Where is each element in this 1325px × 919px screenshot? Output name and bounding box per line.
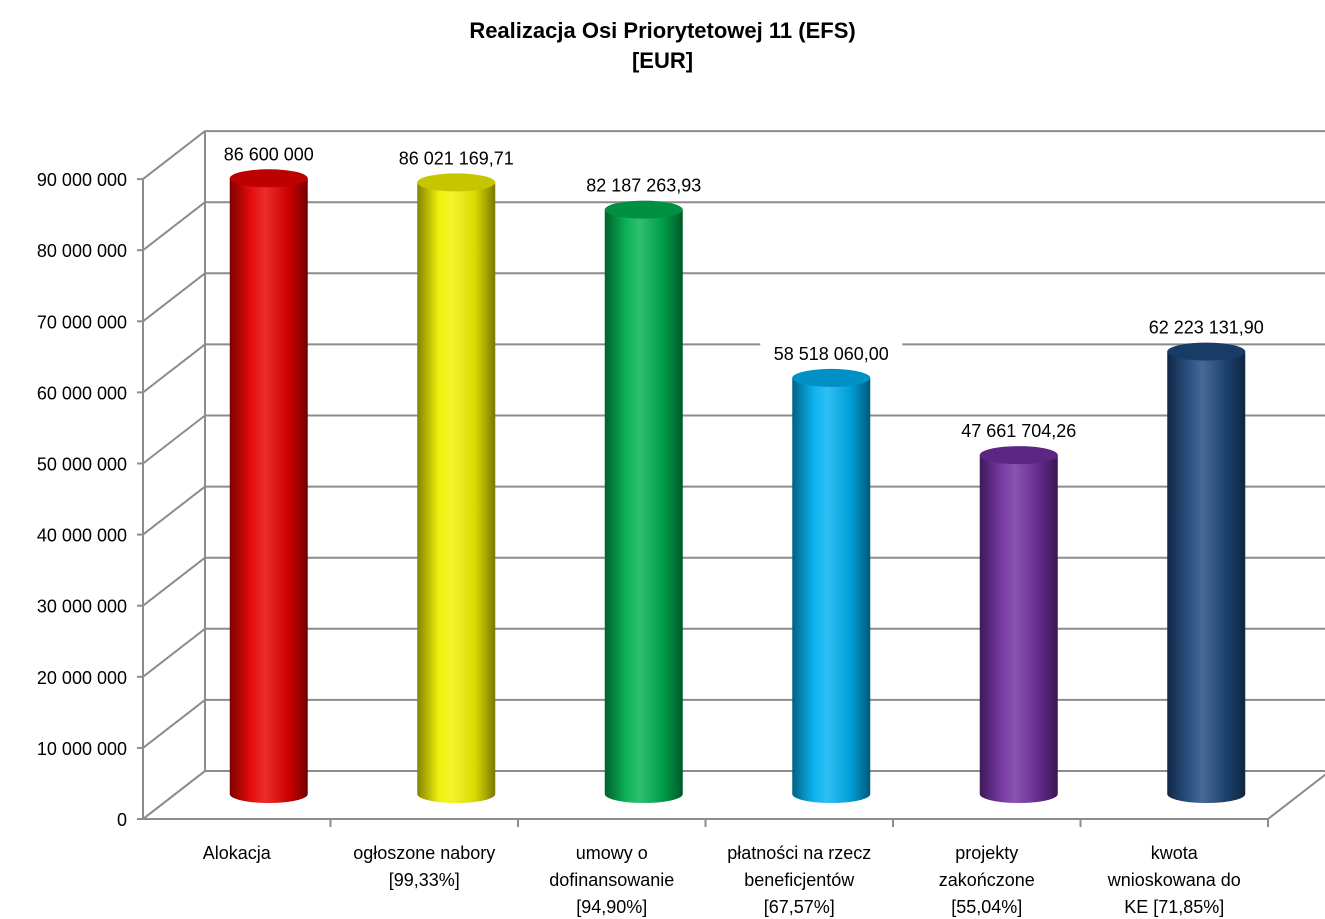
y-tick-label: 30 000 000 [37, 597, 127, 617]
x-tick-label: ogłoszone nabory [353, 843, 495, 863]
y-tick-label: 40 000 000 [37, 526, 127, 546]
y-tick-label: 10 000 000 [37, 739, 127, 759]
y-tick-label: 80 000 000 [37, 241, 127, 261]
cylinder-bar [417, 182, 496, 804]
cylinder-bar-top [792, 368, 871, 387]
cylinder-bar [229, 178, 308, 804]
x-tick-label: Alokacja [203, 843, 272, 863]
data-label-bg [1135, 315, 1278, 342]
side-wall-gridline [142, 770, 206, 820]
data-label: 86 021 169,71 [399, 148, 514, 168]
side-wall-gridline [142, 130, 206, 180]
data-label-bg [947, 419, 1090, 446]
cylinder-bar-top [229, 169, 308, 188]
data-label-bg [760, 341, 903, 368]
side-wall-gridline [142, 343, 206, 394]
side-wall-gridline [142, 414, 206, 465]
x-tick-label: płatności na rzecz [727, 843, 871, 863]
side-wall-gridline [142, 272, 206, 323]
x-tick-label: projekty [955, 843, 1018, 863]
x-tick-label: dofinansowanie [549, 870, 674, 890]
y-tick-label: 60 000 000 [37, 383, 127, 403]
chart-subtitle: [EUR] [631, 48, 694, 73]
chart-floor [140, 770, 1325, 820]
x-tick-label: umowy o [576, 843, 648, 863]
x-tick-label: [99,33%] [389, 870, 460, 890]
cylinder-bar [792, 377, 871, 803]
x-tick-label: KE [71,85%] [1124, 897, 1224, 917]
data-label: 82 187 263,93 [586, 176, 701, 196]
x-tick-label: [94,90%] [576, 897, 647, 917]
data-label: 47 661 704,26 [961, 421, 1076, 441]
y-tick-label: 0 [117, 810, 127, 830]
side-wall-gridline [142, 699, 206, 749]
data-label: 62 223 131,90 [1149, 318, 1264, 338]
x-tick-label: zakończone [939, 870, 1035, 890]
data-label: 58 518 060,00 [774, 344, 889, 364]
data-label-bg [572, 173, 715, 200]
data-label-bg [212, 142, 325, 169]
x-tick-label: [67,57%] [764, 897, 835, 917]
data-label: 86 600 000 [224, 144, 314, 164]
side-wall-gridline [142, 628, 206, 678]
y-tick-label: 20 000 000 [37, 668, 127, 688]
x-tick-label: kwota [1151, 843, 1199, 863]
cylinder-bar [979, 455, 1058, 803]
side-wall-gridline [142, 556, 206, 607]
cylinder-bar [604, 209, 683, 803]
side-wall-gridline [142, 201, 206, 251]
cylinder-bar-top [979, 446, 1058, 465]
chart-title: Realizacja Osi Priorytetowej 11 (EFS) [469, 18, 856, 43]
cylinder-bar [1167, 351, 1246, 803]
y-tick-label: 50 000 000 [37, 455, 127, 475]
y-tick-label: 70 000 000 [37, 312, 127, 332]
x-tick-label: beneficjentów [744, 870, 855, 890]
x-tick-label: [55,04%] [951, 897, 1022, 917]
y-tick-label: 90 000 000 [37, 170, 127, 190]
x-tick-label: wnioskowana do [1107, 870, 1241, 890]
cylinder-bar-top [417, 173, 496, 192]
side-wall-gridline [142, 485, 206, 536]
cylinder-bar-top [1167, 342, 1246, 361]
data-label-bg [385, 146, 528, 173]
cylinder-bar-top [604, 200, 683, 219]
